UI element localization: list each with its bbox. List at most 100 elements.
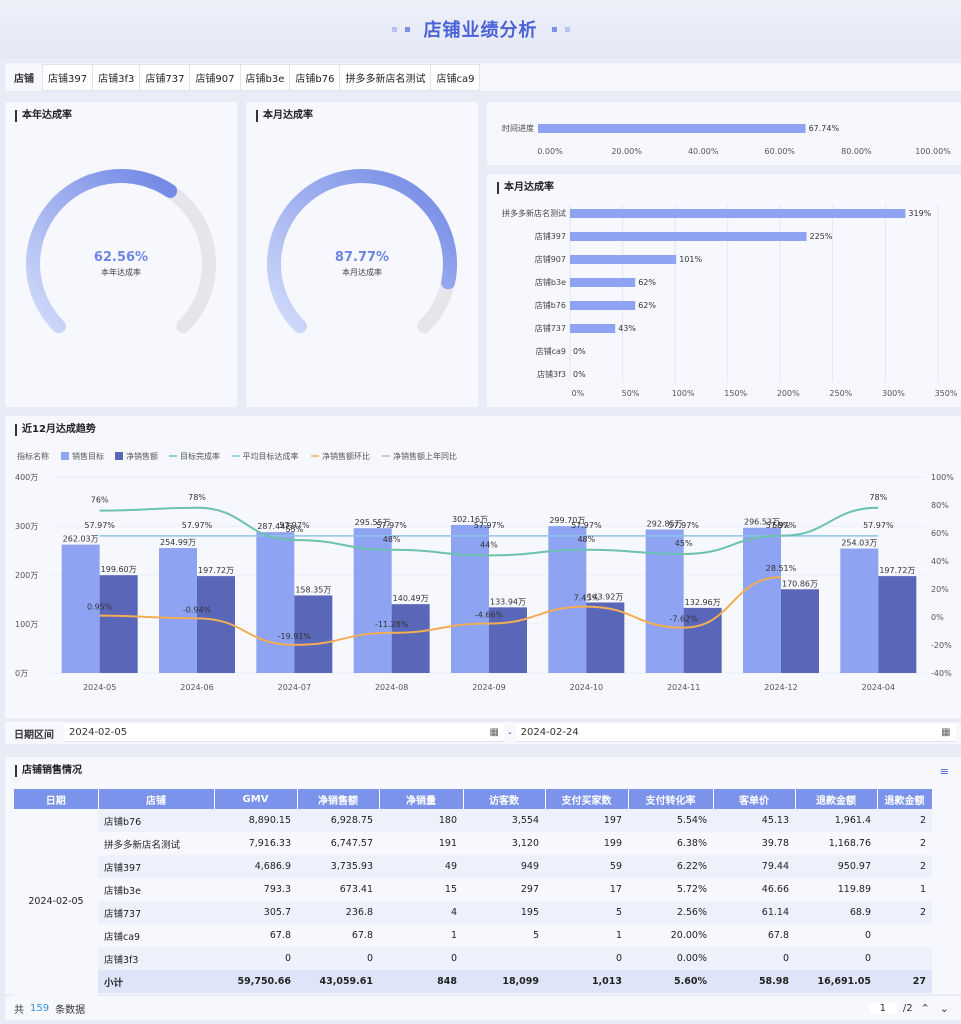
target-bar [645, 529, 684, 673]
table-row[interactable]: 小计 59,750.66 43,059.61 848 18,099 1,013 5.60% 5… [14, 970, 932, 993]
table-row[interactable]: 店铺397 4,686.9 3,735.93 49 949 59 6.22% 79.44 950… [14, 855, 932, 878]
x-tick-label: 2024-06 [180, 683, 213, 692]
sales-bar [99, 575, 138, 673]
value-cell: 61.14 [713, 901, 795, 924]
page-title: 店铺业绩分析 [423, 20, 538, 41]
x-tick-label: 100% [672, 389, 695, 398]
year-rate-label: 本年达成率 [101, 268, 141, 277]
legend-item: 净销售额环比 [322, 451, 370, 461]
shop-option[interactable]: 店铺737 [139, 63, 190, 91]
value-cell: 2.56% [628, 901, 713, 924]
avg-rate-label: 57.97% [279, 521, 310, 530]
value-cell: 15 [444, 884, 457, 895]
x-tick-label: 2024-07 [278, 683, 311, 692]
mom-label: -0.94% [183, 605, 212, 614]
value-cell: 6,747.57 [330, 838, 373, 849]
shop-option[interactable]: 店铺907 [189, 63, 240, 91]
column-header[interactable]: 退款金额 [795, 789, 878, 809]
y2-tick-label: 40% [931, 557, 949, 566]
gauge-progress [26, 169, 178, 334]
legend-swatch [115, 452, 123, 460]
completion-rate-label: 45% [675, 539, 693, 548]
column-header[interactable]: 客单价 [713, 789, 796, 809]
value-cell: 4,686.9 [214, 855, 297, 878]
value-cell: 46.66 [761, 884, 789, 895]
value-cell: 6.22% [628, 855, 713, 878]
value-cell: 0 [379, 947, 463, 970]
value-cell: 950.97 [795, 855, 877, 878]
column-header[interactable]: 店铺 [98, 789, 215, 809]
completion-rate-label: 48% [383, 535, 401, 544]
value-cell: 197 [545, 809, 628, 832]
column-header[interactable]: 净销量 [379, 789, 464, 809]
column-header[interactable]: 退款金额 [877, 789, 933, 809]
bar-value-label: 62% [638, 278, 656, 287]
shop-option[interactable]: 店铺b76 [289, 63, 340, 91]
time-progress-value: 67.74% [809, 124, 840, 133]
total-prefix: 共 [14, 1004, 24, 1016]
target-bar-label: 292.85万 [647, 520, 683, 529]
legend-item: 平均目标达成率 [243, 451, 299, 461]
value-cell: 20.00% [670, 930, 707, 941]
legend-item: 目标完成率 [180, 451, 220, 461]
y2-tick-label: -20% [931, 641, 952, 650]
value-cell: 949 [463, 855, 545, 878]
shop-month-rate-title: 本月达成率 [497, 182, 554, 194]
shop-option[interactable]: 店铺ca9 [430, 63, 481, 91]
table-row[interactable]: 店铺ca9 67.8 67.8 1 5 1 20.00% 67.8 0 [14, 924, 932, 947]
bar-value-label: 0% [573, 370, 586, 379]
time-progress-tick: 20.00% [611, 147, 642, 156]
bar-value-label: 62% [638, 301, 656, 310]
table-row[interactable]: 店铺737 305.7 236.8 4 195 5 2.56% 61.14 68.9 2 [14, 901, 932, 924]
legend-prefix: 指标名称 [17, 451, 49, 461]
target-bar-label: 302.16万 [452, 515, 488, 524]
value-cell: 67.8 [767, 930, 789, 941]
table-row[interactable]: 拼多多新店名测试 7,916.33 6,747.57 191 3,120 199 6.38%… [14, 832, 932, 855]
shop-cell: 店铺737 [98, 901, 214, 924]
avg-rate-label: 57.97% [474, 521, 505, 530]
column-header[interactable]: 访客数 [463, 789, 546, 809]
page-number-input[interactable]: 1 [868, 1002, 897, 1014]
target-bar-label: 287.44万 [257, 522, 293, 531]
x-tick-label: 2024-11 [667, 683, 700, 692]
bar-value-label: 0% [573, 347, 586, 356]
column-header[interactable]: 支付买家数 [545, 789, 629, 809]
value-cell: 58.98 [713, 970, 795, 993]
column-header[interactable]: 净销售额 [297, 789, 380, 809]
time-progress-label: 时间进度 [502, 123, 534, 133]
shop-filter-bar: 店铺 店铺397 店铺3f3 店铺737 店铺907 店铺b3e 店铺b76 拼多多新店名测… [5, 63, 961, 91]
date-cell: 2024-02-05 [14, 809, 98, 993]
end-date-input[interactable]: 2024-02-24 ▦ [515, 724, 956, 742]
table-row[interactable]: 2024-02-05 店铺b76 8,890.15 6,928.75 180 3,554 1… [14, 809, 932, 993]
column-header[interactable]: 支付转化率 [628, 789, 714, 809]
value-cell: 119.89 [837, 884, 871, 895]
shop-option[interactable]: 店铺3f3 [92, 63, 140, 91]
prev-page-icon[interactable]: ⌃ [920, 1001, 930, 1015]
value-cell: 195 [463, 901, 545, 924]
value-cell: 3,554 [463, 809, 545, 832]
filter-icon[interactable]: ≡ [939, 765, 949, 778]
value-cell: 0 [297, 947, 379, 970]
value-cell: 305.7 [214, 901, 297, 924]
legend-swatch [61, 452, 69, 460]
table-header-row: 日期 店铺 GMV 净销售额 净销量 访客数 支付买家数 支付转化率 客单价 退款金额 退款金额 [14, 789, 933, 809]
value-cell [463, 947, 545, 970]
column-header[interactable]: GMV [214, 789, 298, 809]
value-cell: 4 [379, 901, 463, 924]
table-row[interactable]: 店铺b3e 793.3 673.41 15 297 17 5.72% 46.66 119.89 1 [14, 878, 932, 901]
rate-bar [570, 255, 677, 264]
shop-option[interactable]: 店铺b3e [239, 63, 290, 91]
value-cell: 5.72% [676, 884, 707, 895]
sales-bar-label: 132.96万 [685, 598, 721, 607]
shop-option[interactable]: 店铺397 [42, 63, 93, 91]
time-progress-tick: 60.00% [765, 147, 796, 156]
sales-bar-label: 158.35万 [295, 585, 331, 594]
start-date-input[interactable]: 2024-02-05 ▦ [64, 724, 504, 742]
value-cell: 8,890.15 [214, 809, 297, 832]
table-row[interactable]: 店铺3f3 0 0 0 0 0.00% 0 0 [14, 947, 932, 970]
end-date-value: 2024-02-24 [520, 727, 579, 738]
x-tick-label: 200% [777, 389, 800, 398]
column-header[interactable]: 日期 [14, 789, 99, 809]
shop-option[interactable]: 拼多多新店名测试 [339, 63, 431, 91]
next-page-icon[interactable]: ⌄ [939, 1001, 949, 1015]
